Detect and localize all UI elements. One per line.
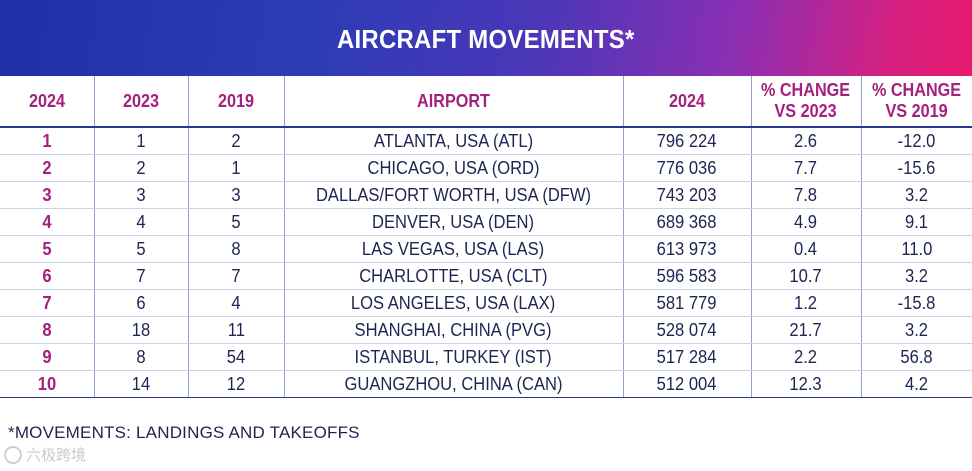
cell-rank-2019: 1	[188, 154, 285, 182]
cell-rank-2023: 4	[94, 208, 189, 236]
table-row: 5 5 8 LAS VEGAS, USA (LAS) 613 973 0.4 11.0	[0, 235, 972, 263]
cell-airport: DENVER, USA (DEN)	[284, 208, 624, 236]
header-airport: AIRPORT	[284, 76, 624, 128]
table-row: 6 7 7 CHARLOTTE, USA (CLT) 596 583 10.7 3.2	[0, 262, 972, 290]
cell-airport: SHANGHAI, CHINA (PVG)	[284, 316, 624, 344]
cell-rank-2019: 5	[188, 208, 285, 236]
cell-change-vs-2023: 1.2	[751, 289, 862, 317]
table-row: 10 14 12 GUANGZHOU, CHINA (CAN) 512 004 12.3 4…	[0, 370, 972, 398]
cell-airport: GUANGZHOU, CHINA (CAN)	[284, 370, 624, 398]
cell-rank-2023: 5	[94, 235, 189, 263]
cell-change-vs-2019: 3.2	[861, 262, 972, 290]
cell-rank-2019: 7	[188, 262, 285, 290]
cell-change-vs-2019: 4.2	[861, 370, 972, 398]
watermark: 六极跨境	[4, 444, 86, 465]
cell-change-vs-2023: 7.8	[751, 181, 862, 209]
cell-movements-2024: 743 203	[623, 181, 752, 209]
cell-change-vs-2023: 4.9	[751, 208, 862, 236]
cell-change-vs-2023: 21.7	[751, 316, 862, 344]
cell-change-vs-2023: 12.3	[751, 370, 862, 398]
cell-airport: CHICAGO, USA (ORD)	[284, 154, 624, 182]
cell-movements-2024: 581 779	[623, 289, 752, 317]
cell-rank-2023: 18	[94, 316, 189, 344]
watermark-text: 六极跨境	[26, 447, 87, 464]
cell-rank-2024: 6	[0, 262, 95, 290]
cell-movements-2024: 689 368	[623, 208, 752, 236]
cell-airport: LAS VEGAS, USA (LAS)	[284, 235, 624, 263]
cell-rank-2023: 14	[94, 370, 189, 398]
cell-rank-2023: 3	[94, 181, 189, 209]
cell-airport: DALLAS/FORT WORTH, USA (DFW)	[284, 181, 624, 209]
cell-change-vs-2019: 56.8	[861, 343, 972, 371]
cell-rank-2024: 4	[0, 208, 95, 236]
cell-change-vs-2019: -15.6	[861, 154, 972, 182]
header-change-vs-2019: % CHANGE VS 2019	[861, 76, 972, 128]
cell-rank-2024: 7	[0, 289, 95, 317]
cell-rank-2019: 12	[188, 370, 285, 398]
cell-rank-2024: 1	[0, 127, 95, 155]
watermark-logo-icon	[4, 445, 22, 464]
title-banner: AIRCRAFT MOVEMENTS*	[0, 0, 972, 76]
cell-rank-2019: 54	[188, 343, 285, 371]
page-title: AIRCRAFT MOVEMENTS*	[337, 23, 635, 54]
table-row: 4 4 5 DENVER, USA (DEN) 689 368 4.9 9.1	[0, 208, 972, 236]
aircraft-movements-table: 2024 2023 2019 AIRPORT 2024 % CHANGE VS …	[0, 76, 972, 398]
cell-movements-2024: 512 004	[623, 370, 752, 398]
cell-change-vs-2019: 3.2	[861, 316, 972, 344]
cell-rank-2019: 3	[188, 181, 285, 209]
table-row: 1 1 2 ATLANTA, USA (ATL) 796 224 2.6 -12.0	[0, 127, 972, 155]
cell-movements-2024: 796 224	[623, 127, 752, 155]
cell-change-vs-2023: 2.2	[751, 343, 862, 371]
header-movements-2024: 2024	[623, 76, 752, 128]
cell-rank-2024: 8	[0, 316, 95, 344]
header-rank-2023: 2023	[94, 76, 189, 128]
cell-airport: CHARLOTTE, USA (CLT)	[284, 262, 624, 290]
cell-movements-2024: 528 074	[623, 316, 752, 344]
cell-rank-2024: 10	[0, 370, 95, 398]
cell-rank-2023: 8	[94, 343, 189, 371]
cell-change-vs-2019: 11.0	[861, 235, 972, 263]
table-row: 8 18 11 SHANGHAI, CHINA (PVG) 528 074 21.7 3.2	[0, 316, 972, 344]
cell-change-vs-2023: 0.4	[751, 235, 862, 263]
cell-rank-2024: 9	[0, 343, 95, 371]
cell-movements-2024: 596 583	[623, 262, 752, 290]
cell-rank-2023: 2	[94, 154, 189, 182]
header-rank-2019: 2019	[188, 76, 285, 128]
cell-airport: LOS ANGELES, USA (LAX)	[284, 289, 624, 317]
cell-rank-2024: 5	[0, 235, 95, 263]
cell-rank-2024: 3	[0, 181, 95, 209]
cell-movements-2024: 613 973	[623, 235, 752, 263]
cell-change-vs-2023: 2.6	[751, 127, 862, 155]
cell-airport: ATLANTA, USA (ATL)	[284, 127, 624, 155]
cell-change-vs-2019: 9.1	[861, 208, 972, 236]
cell-change-vs-2023: 10.7	[751, 262, 862, 290]
cell-movements-2024: 776 036	[623, 154, 752, 182]
cell-rank-2019: 2	[188, 127, 285, 155]
cell-movements-2024: 517 284	[623, 343, 752, 371]
table-row: 2 2 1 CHICAGO, USA (ORD) 776 036 7.7 -15.6	[0, 154, 972, 182]
footnote: *MOVEMENTS: LANDINGS AND TAKEOFFS	[8, 423, 360, 442]
table-row: 9 8 54 ISTANBUL, TURKEY (IST) 517 284 2.2 56.8	[0, 343, 972, 371]
cell-rank-2023: 7	[94, 262, 189, 290]
cell-rank-2023: 1	[94, 127, 189, 155]
table-row: 3 3 3 DALLAS/FORT WORTH, USA (DFW) 743 203 7.…	[0, 181, 972, 209]
cell-rank-2019: 11	[188, 316, 285, 344]
cell-change-vs-2019: -12.0	[861, 127, 972, 155]
header-rank-2024: 2024	[0, 76, 95, 128]
table-row: 7 6 4 LOS ANGELES, USA (LAX) 581 779 1.2 -15.8	[0, 289, 972, 317]
table-header-row: 2024 2023 2019 AIRPORT 2024 % CHANGE VS …	[0, 76, 972, 128]
cell-rank-2023: 6	[94, 289, 189, 317]
cell-change-vs-2019: 3.2	[861, 181, 972, 209]
cell-change-vs-2019: -15.8	[861, 289, 972, 317]
header-change-vs-2023: % CHANGE VS 2023	[751, 76, 862, 128]
cell-change-vs-2023: 7.7	[751, 154, 862, 182]
cell-rank-2024: 2	[0, 154, 95, 182]
cell-rank-2019: 4	[188, 289, 285, 317]
cell-airport: ISTANBUL, TURKEY (IST)	[284, 343, 624, 371]
cell-rank-2019: 8	[188, 235, 285, 263]
